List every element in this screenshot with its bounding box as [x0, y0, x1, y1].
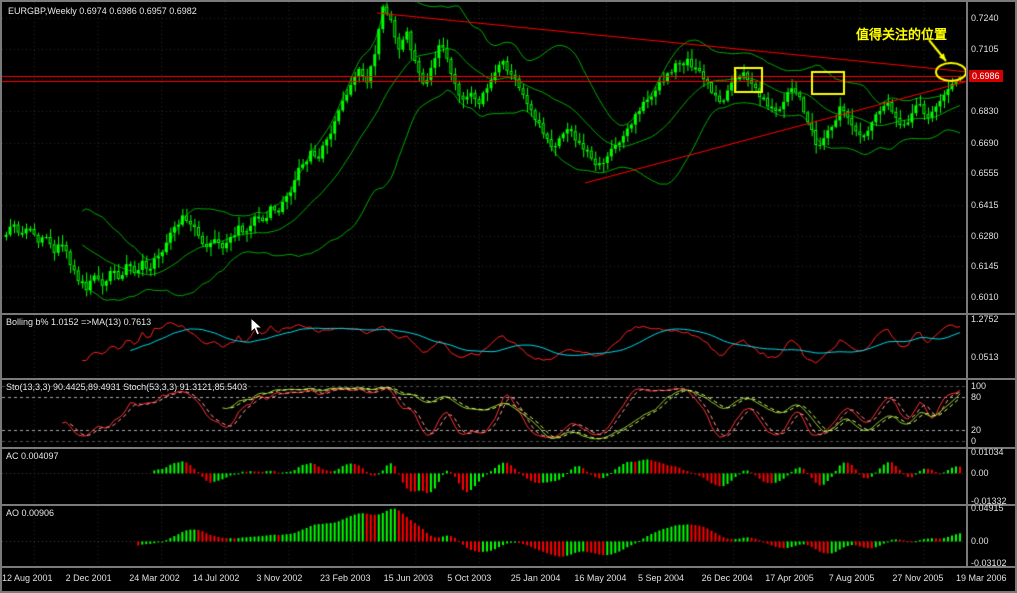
date-label: 19 Mar 2006	[956, 573, 1007, 583]
panel-divider[interactable]	[2, 378, 1015, 380]
attention-annotation-text: 值得关注的位置	[856, 27, 948, 42]
mouse-cursor-icon	[250, 317, 264, 336]
time-axis[interactable]	[2, 568, 1015, 591]
date-label: 17 Apr 2005	[765, 573, 814, 583]
axis-tick-label: 100	[971, 381, 987, 392]
date-label: 15 Jun 2003	[383, 573, 434, 583]
axis-tick-label: 0	[971, 435, 977, 446]
bollinger-percent-canvas[interactable]	[2, 315, 966, 378]
stochastic-label: Sto(13,3,3) 90.4425,89.4931 Stoch(53,3,3…	[6, 382, 248, 392]
main-chart-canvas[interactable]	[2, 2, 966, 313]
date-label: 5 Sep 2004	[638, 573, 685, 583]
axis-tick-label: -0.01332	[971, 495, 1007, 506]
axis-tick-label: 0.6555	[971, 168, 999, 179]
current-price-badge: 0.6986	[969, 69, 1003, 82]
date-label: 16 May 2004	[574, 573, 627, 583]
bollinger-percent-label: Bolling b% 1.0152 =>MA(13) 0.7613	[6, 317, 152, 327]
axis-tick-label: 0.00	[971, 468, 989, 479]
axis-tick-label: 0.6010	[971, 292, 999, 303]
axis-tick-label: 20	[971, 424, 982, 435]
stochastic-canvas[interactable]	[2, 380, 966, 447]
axis-tick-label: 0.04915	[971, 502, 1004, 513]
date-label: 5 Oct 2003	[447, 573, 492, 583]
axis-tick-label: 0.01034	[971, 447, 1004, 458]
date-label: 14 Jul 2002	[192, 573, 240, 583]
axis-tick-label: -0.03102	[971, 557, 1007, 568]
axis-tick-label: 0.0513	[971, 352, 999, 363]
ao-label: AO 0.00906	[6, 508, 55, 518]
axis-tick-label: 0.6280	[971, 230, 999, 241]
axis-tick-label: 0.7240	[971, 12, 999, 23]
date-label: 12 Aug 2001	[2, 573, 53, 583]
chart-title: EURGBP,Weekly 0.6974 0.6986 0.6957 0.698…	[8, 6, 197, 16]
panel-divider[interactable]	[2, 447, 1015, 449]
price-axis-line	[966, 2, 968, 566]
date-label: 7 Aug 2005	[828, 573, 875, 583]
axis-tick-label: 0.7105	[971, 43, 999, 54]
panel-divider[interactable]	[2, 504, 1015, 506]
date-label: 24 Mar 2002	[129, 573, 180, 583]
panel-divider[interactable]	[2, 313, 1015, 315]
date-label: 25 Jan 2004	[510, 573, 561, 583]
ac-oscillator-canvas[interactable]	[2, 449, 966, 504]
date-label: 26 Dec 2004	[701, 573, 753, 583]
axis-tick-label: 0.6690	[971, 137, 999, 148]
axis-tick-label: 0.6830	[971, 105, 999, 116]
axis-tick-label: 80	[971, 392, 982, 403]
axis-tick-label: 0.00	[971, 536, 989, 547]
date-label: 3 Nov 2002	[256, 573, 303, 583]
panel-divider[interactable]	[2, 566, 1015, 568]
date-label: 2 Dec 2001	[65, 573, 112, 583]
ac-label: AC 0.004097	[6, 451, 59, 461]
axis-tick-label: 1.2752	[971, 313, 999, 324]
axis-tick-label: 0.6145	[971, 261, 999, 272]
ao-oscillator-canvas[interactable]	[2, 506, 966, 566]
date-label: 23 Feb 2003	[320, 573, 371, 583]
date-label: 27 Nov 2005	[892, 573, 944, 583]
axis-tick-label: 0.6415	[971, 200, 999, 211]
